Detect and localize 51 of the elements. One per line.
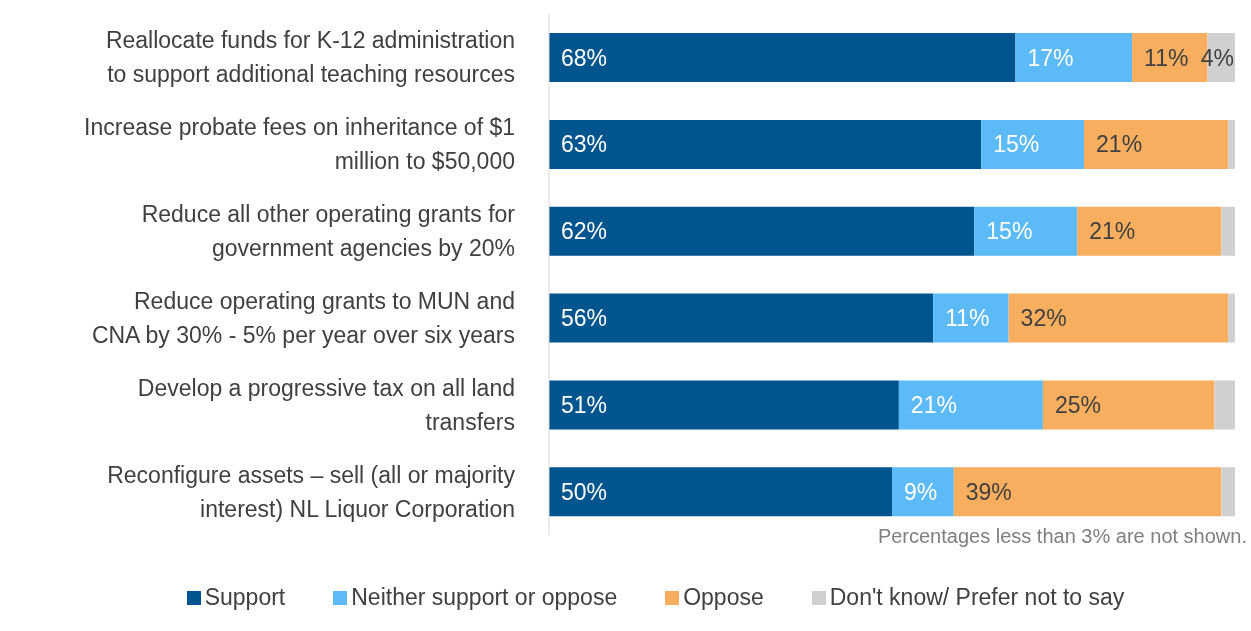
bar <box>1077 206 1222 256</box>
data-label: 68% <box>561 44 608 71</box>
y-tick-label: Reduce operating grants to MUN and CNA by 30% - 5% per year over six years <box>91 287 515 348</box>
legend-label: Oppose <box>683 584 764 611</box>
bar <box>898 380 1043 430</box>
bar <box>1042 380 1215 430</box>
y-tick-label: Develop a progressive tax on all land transfers <box>137 374 515 435</box>
legend-label: Support <box>204 584 286 611</box>
bar <box>549 380 899 430</box>
bar <box>981 119 1085 169</box>
bar <box>1221 206 1235 256</box>
data-label: 17% <box>1027 44 1074 71</box>
bar <box>549 293 934 343</box>
legend-label: Don't know/ Prefer not to say <box>829 584 1125 611</box>
y-tick-label: Increase probate fees on inheritance of $1 million to $50,000 <box>84 114 515 175</box>
data-label: 63% <box>561 131 608 158</box>
data-label: 21% <box>1089 218 1136 245</box>
annotation: Percentages less than 3% are not shown. <box>876 525 1248 548</box>
bar <box>1214 380 1235 430</box>
data-label: 21% <box>1096 131 1143 158</box>
bar <box>974 206 1078 256</box>
data-label: 9% <box>904 478 938 505</box>
y-tick-label: Reduce all other operating grants for government agencies by 20% <box>141 201 516 262</box>
data-label: 56% <box>561 305 608 332</box>
bar <box>549 206 975 256</box>
bar <box>1228 119 1235 169</box>
bar <box>1015 33 1133 83</box>
bar <box>953 467 1222 517</box>
bar <box>1228 293 1235 343</box>
data-label: 11% <box>945 305 990 332</box>
data-label: 11% <box>1144 44 1189 71</box>
bar <box>549 33 1016 83</box>
bar <box>1084 119 1229 169</box>
data-label: 50% <box>561 478 608 505</box>
legend-label: Neither support or oppose <box>351 584 618 611</box>
data-label: 39% <box>965 478 1012 505</box>
bar <box>892 467 954 517</box>
data-label: 15% <box>986 218 1033 245</box>
y-tick-label: Reconfigure assets – sell (all or majority interest) NL Liquor Corporation <box>107 461 516 522</box>
data-label: 51% <box>561 391 608 418</box>
bar <box>1008 293 1229 343</box>
bar <box>549 119 982 169</box>
data-label: 62% <box>561 218 608 245</box>
data-label: 15% <box>993 131 1040 158</box>
data-label: 32% <box>1020 305 1067 332</box>
y-tick-label: Reallocate funds for K-12 administration to support additional teaching resources <box>105 27 515 88</box>
bar <box>933 293 1009 343</box>
bar <box>549 467 892 517</box>
data-label: 21% <box>910 391 957 418</box>
bar <box>1221 467 1235 517</box>
data-label: 25% <box>1054 391 1101 418</box>
